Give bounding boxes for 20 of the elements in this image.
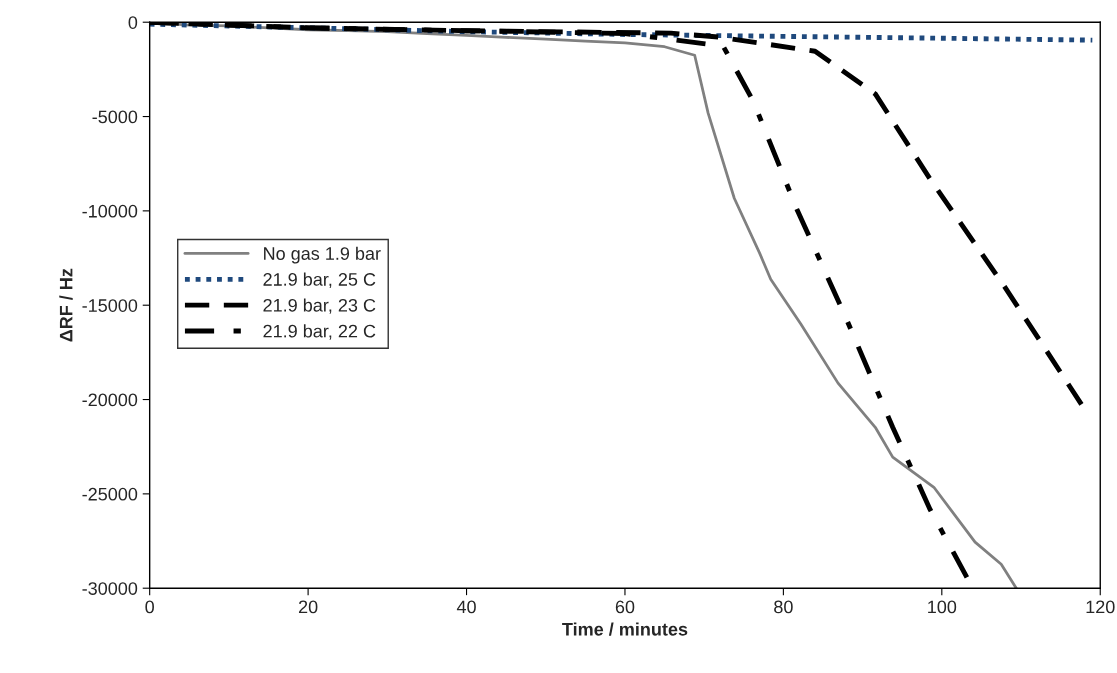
y-tick-label: -10000: [82, 204, 138, 218]
x-tick-label: 20: [298, 600, 318, 614]
x-tick-label: 0: [145, 600, 154, 614]
legend-label: 21.9 bar, 25 C: [263, 272, 376, 288]
y-tick-label: -30000: [82, 582, 138, 595]
y-tick-label: -25000: [82, 487, 138, 501]
x-tick-label: 120: [1086, 600, 1115, 614]
y-tick-label: -5000: [92, 110, 138, 124]
y-tick-label: -15000: [82, 299, 138, 312]
y-tick-label: 0: [128, 16, 138, 29]
legend-label: 21.9 bar, 22 C: [263, 324, 376, 340]
legend-label: No gas 1.9 bar: [264, 246, 381, 264]
x-axis-title: Time / minutes: [562, 622, 688, 636]
legend-label: 21.9 bar, 23 C: [263, 298, 376, 314]
x-tick-label: 40: [456, 600, 476, 614]
x-tick-label: 80: [774, 600, 793, 614]
y-tick-label: -20000: [82, 393, 138, 407]
x-tick-label: 60: [615, 600, 635, 614]
x-tick-label: 100: [928, 600, 957, 614]
y-axis-title: ΔRF / Hz: [59, 268, 73, 342]
